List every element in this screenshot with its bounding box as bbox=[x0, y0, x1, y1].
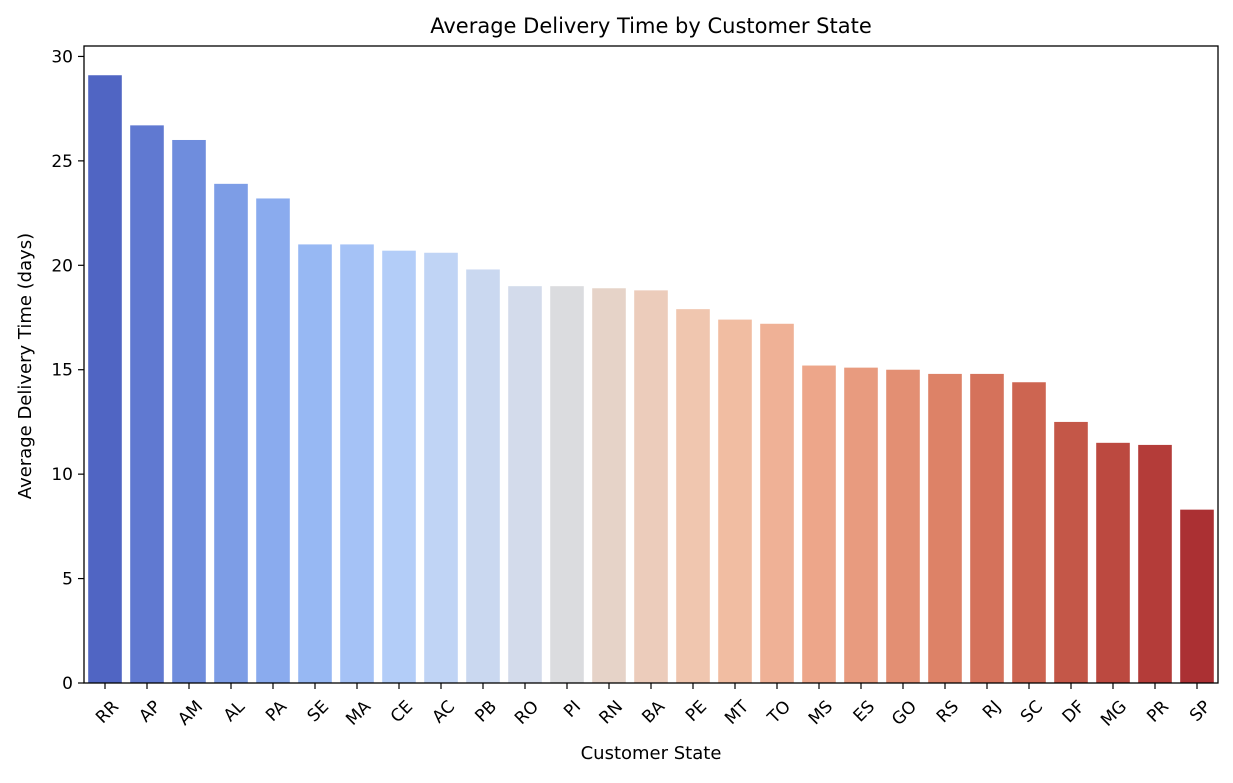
bar-am bbox=[172, 139, 206, 684]
bar-sp bbox=[1180, 509, 1214, 683]
bar-ro bbox=[508, 286, 542, 683]
bar-sc bbox=[1012, 382, 1046, 683]
bar-pr bbox=[1138, 444, 1172, 683]
bars-layer bbox=[88, 75, 1214, 684]
y-tick-label: 25 bbox=[51, 152, 73, 172]
bar-go bbox=[886, 369, 920, 683]
y-axis-label: Average Delivery Time (days) bbox=[15, 233, 36, 499]
bar-es bbox=[844, 367, 878, 683]
bar-mg bbox=[1096, 442, 1130, 683]
chart-title: Average Delivery Time by Customer State bbox=[430, 14, 872, 38]
bar-ac bbox=[424, 252, 458, 683]
bar-pa bbox=[256, 198, 290, 683]
bar-rr bbox=[88, 75, 122, 684]
bar-rj bbox=[970, 373, 1004, 683]
x-axis-label: Customer State bbox=[581, 743, 722, 764]
y-tick-label: 10 bbox=[51, 465, 73, 485]
bar-ba bbox=[634, 290, 668, 683]
y-tick-label: 30 bbox=[51, 47, 73, 67]
y-tick-label: 20 bbox=[51, 256, 73, 276]
bar-ma bbox=[340, 244, 374, 683]
y-tick-label: 5 bbox=[62, 570, 73, 590]
bar-pe bbox=[676, 309, 710, 683]
bar-to bbox=[760, 323, 794, 683]
bar-al bbox=[214, 183, 248, 683]
bar-ap bbox=[130, 125, 164, 684]
bar-pb bbox=[466, 269, 500, 683]
y-tick-label: 0 bbox=[62, 674, 73, 694]
y-tick-label: 15 bbox=[51, 361, 73, 381]
bar-se bbox=[298, 244, 332, 683]
bar-ce bbox=[382, 250, 416, 683]
bar-df bbox=[1054, 421, 1088, 683]
bar-pi bbox=[550, 286, 584, 683]
bar-rs bbox=[928, 373, 962, 683]
bar-mt bbox=[718, 319, 752, 683]
bar-rn bbox=[592, 288, 626, 683]
bar-ms bbox=[802, 365, 836, 683]
